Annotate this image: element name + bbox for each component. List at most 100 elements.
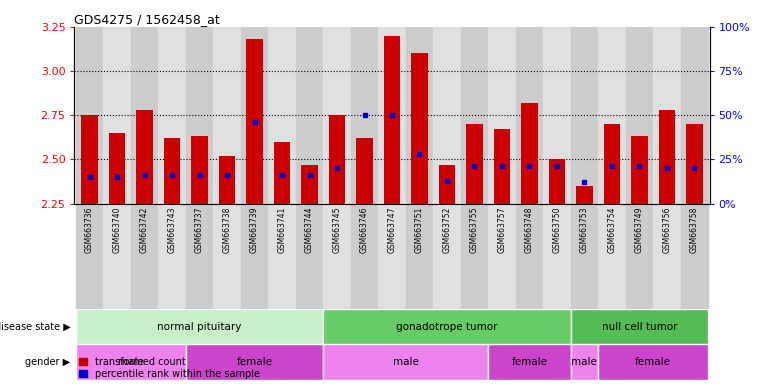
Text: male: male xyxy=(118,357,143,367)
Bar xyxy=(466,124,483,204)
Bar xyxy=(488,204,516,309)
Bar xyxy=(598,27,626,204)
Bar xyxy=(246,39,263,204)
Bar xyxy=(516,27,543,204)
Bar xyxy=(494,129,510,204)
Bar xyxy=(109,133,125,204)
Bar xyxy=(76,204,103,309)
Bar xyxy=(103,204,131,309)
Bar xyxy=(659,110,675,204)
Text: gonadotrope tumor: gonadotrope tumor xyxy=(396,321,498,331)
Bar xyxy=(571,309,708,344)
Text: GSM663751: GSM663751 xyxy=(415,207,424,253)
Bar xyxy=(323,204,350,309)
Bar xyxy=(383,36,401,204)
Bar xyxy=(191,136,208,204)
Bar xyxy=(268,27,296,204)
Text: GSM663755: GSM663755 xyxy=(470,207,479,253)
Bar xyxy=(571,204,598,309)
Text: male: male xyxy=(393,357,419,367)
Bar xyxy=(213,204,241,309)
Text: GSM663750: GSM663750 xyxy=(553,207,561,253)
Text: GSM663756: GSM663756 xyxy=(662,207,671,253)
Bar xyxy=(350,27,378,204)
Bar xyxy=(439,165,456,204)
Bar xyxy=(378,27,406,204)
Bar xyxy=(631,136,648,204)
Bar xyxy=(186,27,213,204)
Bar xyxy=(488,344,571,380)
Bar xyxy=(543,27,571,204)
Text: GSM663758: GSM663758 xyxy=(690,207,699,253)
Bar xyxy=(213,27,241,204)
Bar xyxy=(434,204,461,309)
Text: GSM663752: GSM663752 xyxy=(442,207,452,253)
Text: gender ▶: gender ▶ xyxy=(25,357,71,367)
Bar xyxy=(296,27,323,204)
Text: GSM663740: GSM663740 xyxy=(113,207,122,253)
Bar xyxy=(186,344,323,380)
Text: GSM663749: GSM663749 xyxy=(635,207,644,253)
Bar xyxy=(604,124,620,204)
Bar xyxy=(131,204,158,309)
Bar xyxy=(686,124,702,204)
Bar xyxy=(406,204,434,309)
Text: GSM663736: GSM663736 xyxy=(85,207,94,253)
Bar xyxy=(323,27,350,204)
Bar xyxy=(76,344,186,380)
Text: GSM663757: GSM663757 xyxy=(498,207,506,253)
Bar xyxy=(412,53,428,204)
Bar xyxy=(434,27,461,204)
Bar xyxy=(543,204,571,309)
Bar xyxy=(136,110,153,204)
Bar xyxy=(158,204,186,309)
Bar xyxy=(241,27,268,204)
Bar xyxy=(323,309,571,344)
Bar xyxy=(681,27,708,204)
Text: female: female xyxy=(511,357,547,367)
Text: GSM663753: GSM663753 xyxy=(580,207,589,253)
Text: null cell tumor: null cell tumor xyxy=(601,321,677,331)
Bar xyxy=(488,27,516,204)
Text: female: female xyxy=(635,357,671,367)
Text: GSM663737: GSM663737 xyxy=(195,207,204,253)
Text: GSM663746: GSM663746 xyxy=(360,207,369,253)
Bar xyxy=(328,115,345,204)
Text: GSM663754: GSM663754 xyxy=(608,207,616,253)
Text: GSM663744: GSM663744 xyxy=(305,207,314,253)
Text: female: female xyxy=(237,357,273,367)
Bar xyxy=(323,344,488,380)
Text: normal pituitary: normal pituitary xyxy=(158,321,241,331)
Text: disease state ▶: disease state ▶ xyxy=(0,321,71,331)
Bar xyxy=(164,138,180,204)
Bar xyxy=(626,204,653,309)
Legend: transformed count, percentile rank within the sample: transformed count, percentile rank withi… xyxy=(79,357,260,379)
Bar xyxy=(653,27,681,204)
Bar xyxy=(521,103,538,204)
Bar xyxy=(378,204,406,309)
Bar xyxy=(76,309,323,344)
Bar xyxy=(549,159,565,204)
Text: male: male xyxy=(572,357,597,367)
Text: GSM663743: GSM663743 xyxy=(168,207,176,253)
Bar xyxy=(301,165,318,204)
Bar xyxy=(681,204,708,309)
Bar xyxy=(406,27,434,204)
Bar xyxy=(626,27,653,204)
Text: GSM663748: GSM663748 xyxy=(525,207,534,253)
Text: GDS4275 / 1562458_at: GDS4275 / 1562458_at xyxy=(74,13,220,26)
Bar xyxy=(576,186,593,204)
Bar xyxy=(268,204,296,309)
Bar xyxy=(598,204,626,309)
Bar xyxy=(131,27,158,204)
Text: GSM663741: GSM663741 xyxy=(278,207,286,253)
Text: GSM663747: GSM663747 xyxy=(387,207,397,253)
Bar xyxy=(653,204,681,309)
Bar xyxy=(356,138,372,204)
Text: GSM663742: GSM663742 xyxy=(140,207,149,253)
Bar xyxy=(571,27,598,204)
Bar xyxy=(82,115,98,204)
Bar xyxy=(186,204,213,309)
Text: GSM663739: GSM663739 xyxy=(250,207,259,253)
Bar xyxy=(241,204,268,309)
